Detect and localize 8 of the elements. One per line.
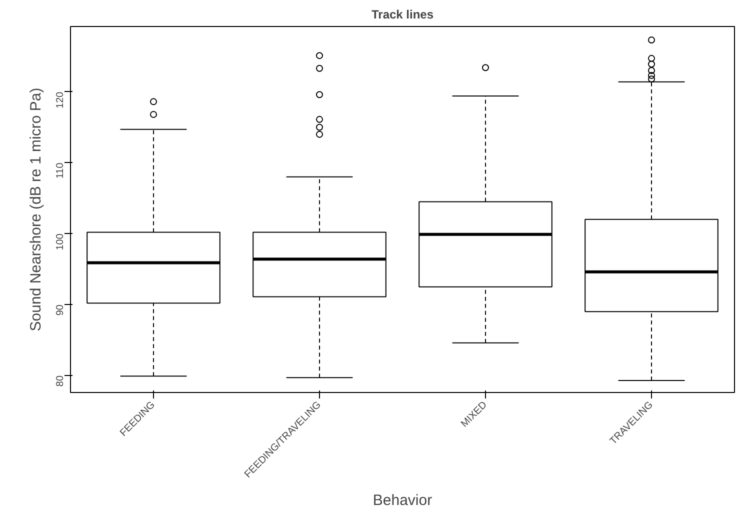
x-axis-title: Behavior xyxy=(372,492,432,510)
chart-title: Track lines xyxy=(371,8,434,22)
y-tick-label: 110 xyxy=(55,162,66,179)
y-tick-label: 80 xyxy=(55,375,66,387)
y-axis-title: Sound Nearshore (dB re 1 micro Pa) xyxy=(28,88,44,332)
y-tick-label: 90 xyxy=(55,304,66,316)
y-tick-label: 120 xyxy=(55,91,66,108)
y-tick-label: 100 xyxy=(55,233,66,250)
